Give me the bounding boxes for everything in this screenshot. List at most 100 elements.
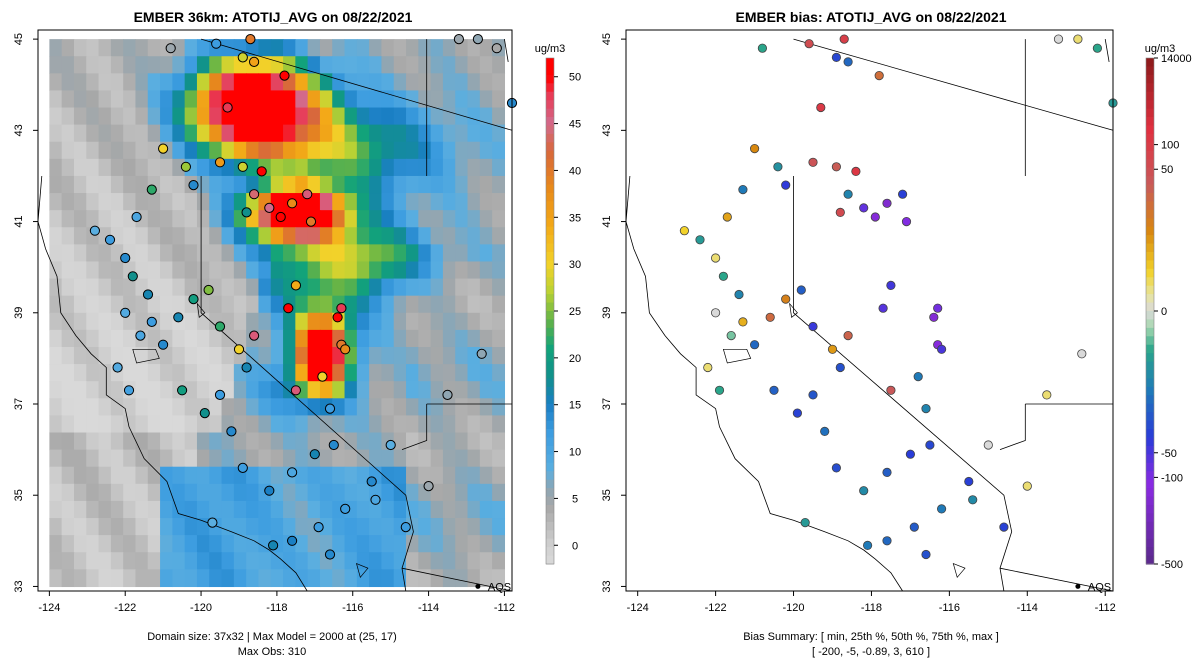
grid-cell <box>344 518 358 536</box>
grid-cell <box>307 56 321 74</box>
grid-cell <box>307 329 321 348</box>
colorbar-segment <box>546 74 554 84</box>
grid-cell <box>455 432 469 451</box>
grid-cell <box>442 158 456 177</box>
grid-cell <box>369 56 383 74</box>
y-tick-label: 33 <box>13 580 25 592</box>
bias-site <box>862 540 873 551</box>
grid-cell <box>98 398 112 416</box>
grid-cell <box>73 244 87 263</box>
grid-cell <box>221 449 235 468</box>
obs-site <box>283 303 294 314</box>
grid-cell <box>98 193 112 211</box>
grid-cell <box>406 175 419 194</box>
grid-cell <box>332 278 346 297</box>
grid-cell <box>270 141 284 160</box>
grid-cell <box>442 227 456 245</box>
colorbar-segment <box>1146 479 1154 489</box>
grid-cell <box>430 329 444 348</box>
grid-cell <box>479 381 493 399</box>
grid-cell <box>73 193 87 211</box>
obs-site <box>366 476 377 487</box>
grid-cell <box>479 483 493 502</box>
grid-cell <box>160 518 173 536</box>
grid-cell <box>123 107 137 126</box>
bias-site <box>710 253 721 263</box>
obs-site <box>453 34 464 45</box>
x-tick-label: -112 <box>1095 602 1116 614</box>
bias-site <box>695 235 705 245</box>
grid-cell <box>135 449 149 468</box>
grid-cell <box>356 569 370 588</box>
colorbar-segment <box>546 209 554 219</box>
grid-cell <box>61 261 75 280</box>
grid-cell <box>221 500 235 519</box>
grid-cell <box>430 227 444 245</box>
grid-cell <box>295 39 309 57</box>
grid-cell <box>184 193 198 211</box>
grid-cell <box>73 39 87 57</box>
grid-cell <box>221 398 235 416</box>
grid-cell <box>123 73 137 92</box>
grid-cell <box>283 346 296 365</box>
grid-cell <box>418 210 432 228</box>
bias-site <box>909 522 919 532</box>
grid-cell <box>283 210 296 228</box>
grid-cell <box>61 227 75 245</box>
bias-site <box>679 226 690 236</box>
grid-cell <box>381 381 395 399</box>
grid-cell <box>49 193 63 211</box>
colorbar-tick-label: 50 <box>569 72 581 84</box>
colorbar-tick-label: 0 <box>1161 306 1167 318</box>
grid-cell <box>393 227 407 245</box>
grid-cell <box>147 415 161 434</box>
grid-cell <box>110 535 124 553</box>
grid-cell <box>221 261 235 280</box>
colorbar-segment <box>1146 66 1154 76</box>
grid-cell <box>86 329 100 348</box>
grid-cell <box>270 329 284 348</box>
x-tick-label: -122 <box>705 602 727 614</box>
grid-cell <box>270 398 284 416</box>
grid-cell <box>209 466 223 485</box>
grid-cell <box>172 158 186 177</box>
grid-cell <box>295 569 309 588</box>
colorbar-segment <box>546 319 554 329</box>
grid-cell <box>455 518 469 536</box>
grid-cell <box>369 449 383 468</box>
grid-cell <box>123 175 137 194</box>
bias-site <box>734 289 744 300</box>
grid-cell <box>332 56 346 74</box>
grid-cell <box>172 415 186 434</box>
grid-cell <box>430 278 444 297</box>
grid-cell <box>381 449 395 468</box>
colorbar-segment <box>546 471 554 481</box>
grid-cell <box>430 466 444 485</box>
grid-cell <box>184 432 198 451</box>
obs-site <box>237 161 248 172</box>
grid-cell <box>455 415 469 434</box>
grid-cell <box>344 449 358 468</box>
grid-cell <box>332 210 346 228</box>
grid-cell <box>467 261 481 280</box>
grid-cell <box>147 141 161 160</box>
grid-cell <box>246 432 260 451</box>
state-border <box>999 404 1026 450</box>
grid-cell <box>270 295 284 314</box>
grid-cell <box>98 415 112 434</box>
grid-cell <box>196 381 210 399</box>
lake-outline <box>789 302 798 318</box>
grid-cell <box>430 56 444 74</box>
grid-cell <box>49 158 63 177</box>
grid-cell <box>442 73 456 92</box>
grid-cell <box>430 295 444 314</box>
grid-cell <box>332 261 346 280</box>
grid-cell <box>369 261 383 280</box>
grid-cell <box>123 124 137 143</box>
right-colorbar: 14000 100 50 0 -50 -100 -500 <box>1145 53 1192 571</box>
grid-cell <box>160 278 173 297</box>
grid-cell <box>209 56 223 74</box>
grid-cell <box>98 432 112 451</box>
grid-cell <box>319 535 333 553</box>
grid-cell <box>73 124 87 143</box>
